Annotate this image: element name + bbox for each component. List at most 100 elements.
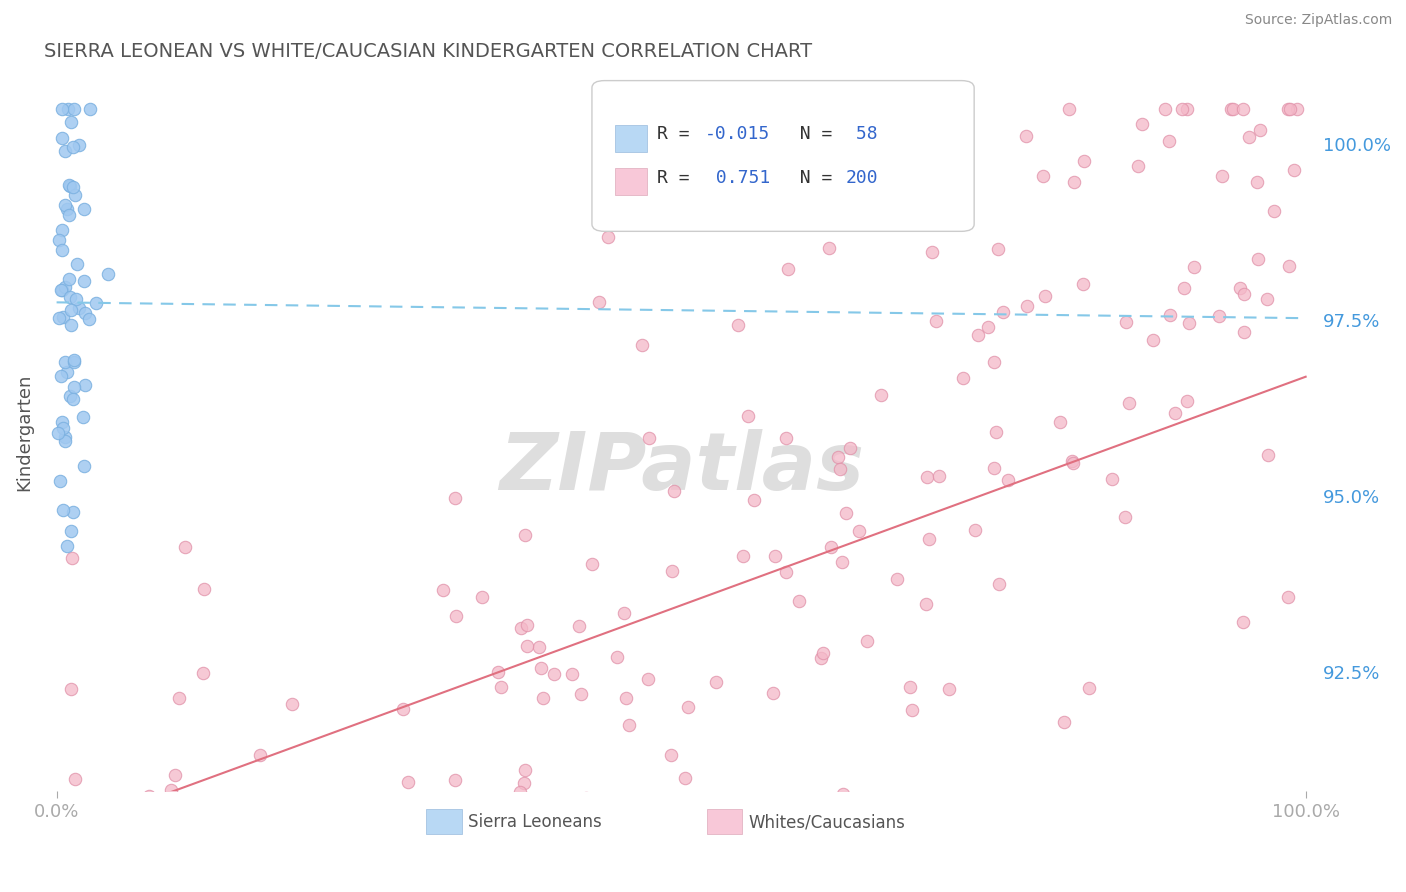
Point: [838, 441, 860, 455]
Point: [568, 618, 591, 632]
Point: [662, 484, 685, 499]
Point: [1053, 715, 1076, 730]
Point: [193, 582, 215, 596]
Point: [938, 681, 960, 696]
Point: [184, 857, 207, 871]
Point: [1142, 333, 1164, 347]
Point: [52, 310, 75, 324]
Point: [53, 430, 76, 444]
Point: [868, 187, 890, 202]
Point: [1247, 252, 1270, 266]
Point: [59, 524, 82, 538]
Point: [1071, 277, 1094, 292]
Point: [59, 318, 82, 332]
Point: [59, 178, 82, 193]
Point: [66, 257, 89, 271]
Text: 200: 200: [845, 169, 879, 186]
FancyBboxPatch shape: [592, 80, 974, 231]
Text: N =: N =: [778, 169, 844, 186]
Point: [775, 565, 797, 579]
Point: [814, 215, 837, 229]
Point: [115, 836, 138, 850]
Point: [75, 306, 97, 320]
Point: [762, 686, 785, 700]
Point: [53, 280, 76, 294]
Point: [977, 319, 1000, 334]
FancyBboxPatch shape: [614, 125, 647, 153]
Point: [1278, 259, 1301, 273]
Point: [817, 240, 839, 254]
Point: [631, 338, 654, 352]
Point: [58, 178, 80, 192]
Point: [575, 790, 598, 805]
Point: [262, 850, 284, 864]
Point: [527, 640, 550, 655]
Point: [1062, 456, 1084, 470]
Point: [915, 470, 938, 484]
Point: [1256, 292, 1278, 306]
Point: [513, 763, 536, 777]
Point: [456, 866, 478, 880]
Point: [673, 771, 696, 785]
Point: [870, 387, 893, 401]
FancyBboxPatch shape: [614, 169, 647, 195]
Point: [1211, 169, 1233, 184]
Point: [62, 180, 84, 194]
Text: Source: ZipAtlas.com: Source: ZipAtlas.com: [1244, 13, 1392, 28]
Text: R =: R =: [657, 126, 700, 144]
Point: [676, 699, 699, 714]
Point: [51, 284, 73, 298]
Point: [1171, 102, 1194, 116]
Point: [392, 702, 415, 716]
Point: [569, 687, 592, 701]
Point: [1073, 154, 1095, 169]
Point: [637, 672, 659, 686]
Point: [1159, 308, 1181, 322]
Point: [51, 223, 73, 237]
Point: [530, 661, 553, 675]
Point: [848, 524, 870, 538]
Point: [52, 503, 75, 517]
Point: [396, 774, 419, 789]
Point: [432, 583, 454, 598]
Point: [901, 703, 924, 717]
Point: [280, 698, 302, 712]
Point: [763, 549, 786, 564]
FancyBboxPatch shape: [426, 809, 463, 834]
Point: [55, 539, 77, 553]
Point: [835, 507, 858, 521]
Point: [1101, 472, 1123, 486]
Point: [51, 103, 73, 117]
Text: 0.751: 0.751: [706, 169, 770, 186]
Point: [52, 421, 75, 435]
Y-axis label: Kindergarten: Kindergarten: [15, 374, 32, 491]
Point: [737, 409, 759, 424]
Point: [1229, 281, 1251, 295]
Point: [56, 202, 79, 217]
Point: [1118, 396, 1140, 410]
Point: [775, 431, 797, 445]
Point: [1282, 163, 1305, 178]
Point: [967, 327, 990, 342]
Point: [531, 690, 554, 705]
Point: [51, 243, 73, 257]
Point: [58, 272, 80, 286]
Point: [1249, 123, 1271, 137]
Point: [73, 274, 96, 288]
Point: [53, 434, 76, 449]
Point: [354, 835, 377, 849]
Point: [849, 845, 872, 859]
Point: [820, 541, 842, 555]
Point: [704, 674, 727, 689]
Point: [48, 425, 70, 440]
Point: [395, 811, 418, 825]
Point: [60, 550, 83, 565]
Point: [53, 355, 76, 369]
Point: [1208, 310, 1230, 324]
Point: [810, 650, 832, 665]
Point: [742, 492, 765, 507]
Point: [510, 621, 533, 635]
Point: [167, 690, 190, 705]
Point: [62, 380, 84, 394]
Point: [993, 305, 1015, 319]
